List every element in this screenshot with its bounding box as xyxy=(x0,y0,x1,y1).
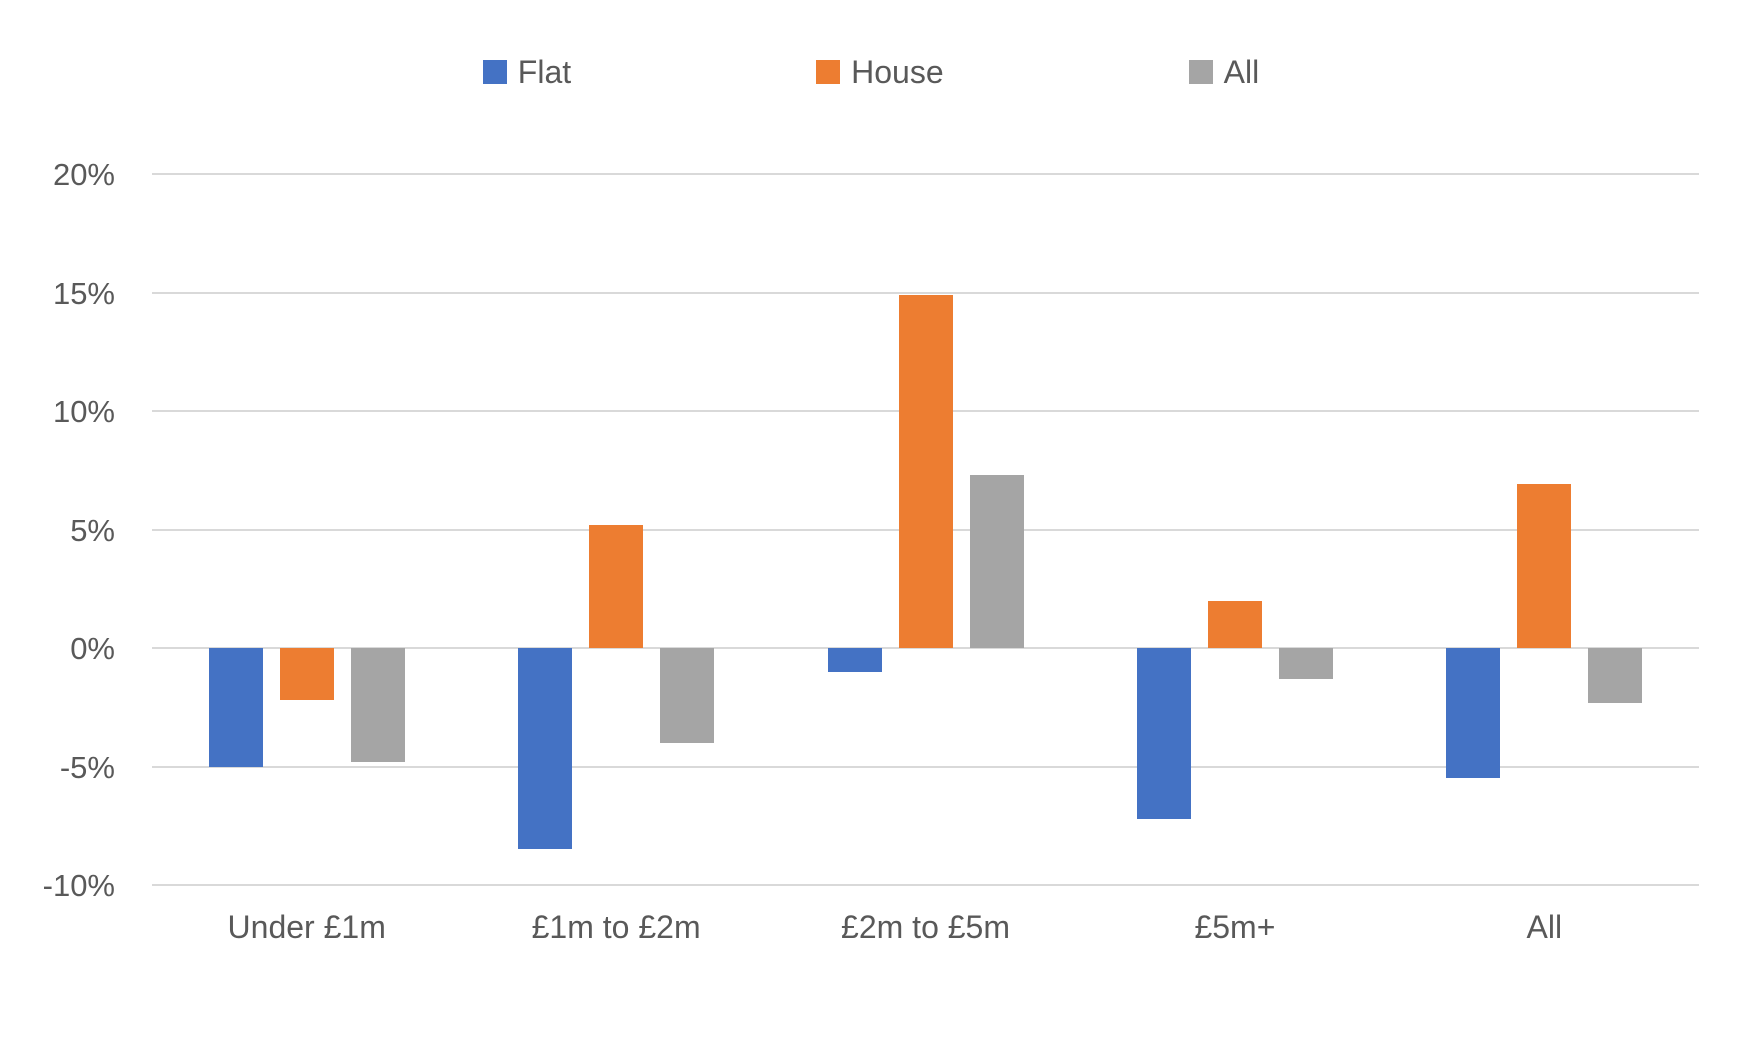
bar-flat-all xyxy=(1446,648,1500,779)
legend-swatch-house xyxy=(816,60,841,84)
y-tick-label--5: -5% xyxy=(59,749,115,785)
y-tick-label-10: 10% xyxy=(52,394,115,429)
y-tick-label-15: 15% xyxy=(52,275,115,311)
chart-legend: Flat House All xyxy=(0,56,1742,88)
x-label-2m-to-5m: £2m to £5m xyxy=(841,909,1010,945)
bar-flat-2m-to-5m xyxy=(828,648,882,672)
y-tick-label--10: -10% xyxy=(42,868,115,903)
gridline--10 xyxy=(152,884,1699,886)
bar-all-under-1m xyxy=(351,648,405,762)
bar-house-2m-to-5m xyxy=(899,294,953,648)
bar-flat-1m-to-2m xyxy=(518,648,572,850)
bar-all-2m-to-5m xyxy=(970,474,1024,648)
legend-item-flat: Flat xyxy=(482,54,572,90)
gridline-20 xyxy=(152,173,1699,175)
bar-all-5m xyxy=(1279,648,1333,679)
bar-house-1m-to-2m xyxy=(589,524,643,648)
legend-label-house: House xyxy=(851,54,944,90)
y-tick-label-20: 20% xyxy=(52,157,115,192)
y-tick-label-0: 0% xyxy=(70,631,115,666)
bar-house-all xyxy=(1517,484,1571,648)
legend-label-all: All xyxy=(1223,54,1260,90)
plot-area xyxy=(152,173,1699,886)
x-label-5m: £5m+ xyxy=(1194,909,1276,945)
bar-flat-5m xyxy=(1137,648,1191,819)
gridline-0 xyxy=(152,647,1699,649)
bar-all-all xyxy=(1588,648,1642,703)
gridline-15 xyxy=(152,291,1699,294)
x-label-all: All xyxy=(1526,909,1563,945)
legend-item-all: All xyxy=(1188,54,1260,90)
bar-house-5m xyxy=(1208,600,1262,648)
x-axis: Under £1m £1m to £2m £2m to £5m £5m+ All xyxy=(152,909,1699,945)
legend-item-house: House xyxy=(816,56,944,88)
legend-swatch-flat xyxy=(482,60,507,84)
bar-flat-under-1m xyxy=(209,648,263,767)
gridline--5 xyxy=(152,765,1699,768)
legend-label-flat: Flat xyxy=(517,54,572,90)
bar-all-1m-to-2m xyxy=(660,648,714,743)
x-label-under-1m: Under £1m xyxy=(227,909,386,945)
legend-swatch-all xyxy=(1188,60,1213,84)
x-label-1m-to-2m: £1m to £2m xyxy=(531,909,701,945)
y-tick-label-5: 5% xyxy=(70,512,115,548)
bar-house-under-1m xyxy=(280,648,334,701)
